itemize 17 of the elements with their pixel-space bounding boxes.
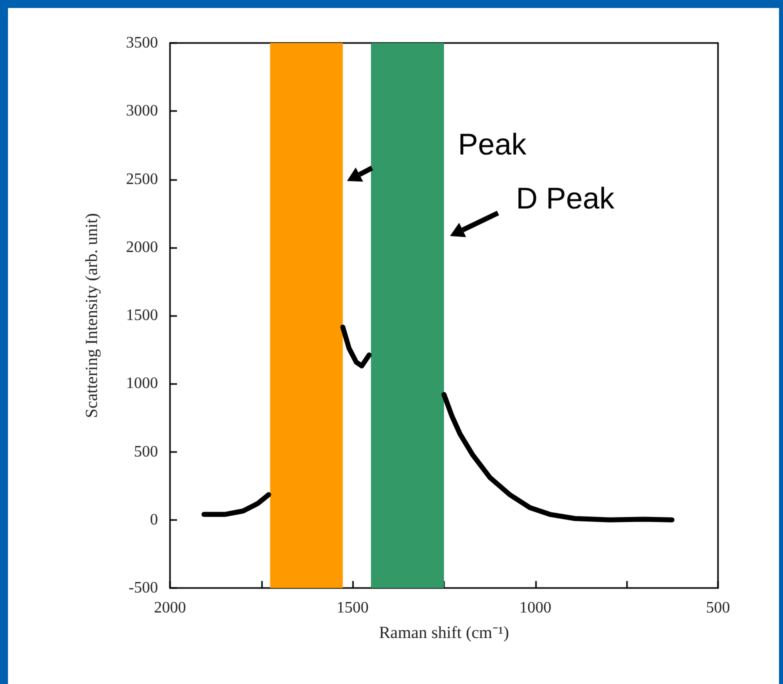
- annotation: D Peak: [516, 182, 616, 216]
- annotation: Peak: [458, 128, 528, 162]
- x-tick-label: 500: [706, 600, 730, 616]
- y-tick-label: 500: [134, 443, 158, 460]
- x-tick-label: 1000: [519, 600, 552, 616]
- y-tick-label: -500: [128, 580, 158, 596]
- x-tick-label: 1500: [336, 600, 369, 616]
- y-axis-title: Scattering Intensity (arb. unit): [82, 213, 101, 418]
- y-tick-label: 3500: [126, 34, 158, 52]
- x-axis-title: Raman shift (cm⁻¹): [378, 623, 510, 642]
- y-tick-label: 1500: [126, 307, 158, 324]
- y-tick-label: 1000: [126, 375, 158, 392]
- y-tick-label: 0: [150, 511, 158, 528]
- x-tick-label: 2000: [154, 600, 186, 616]
- y-tick-label: 2500: [126, 170, 158, 188]
- y-tick-label: 2000: [126, 238, 158, 256]
- y-tick-label: 3000: [126, 102, 158, 120]
